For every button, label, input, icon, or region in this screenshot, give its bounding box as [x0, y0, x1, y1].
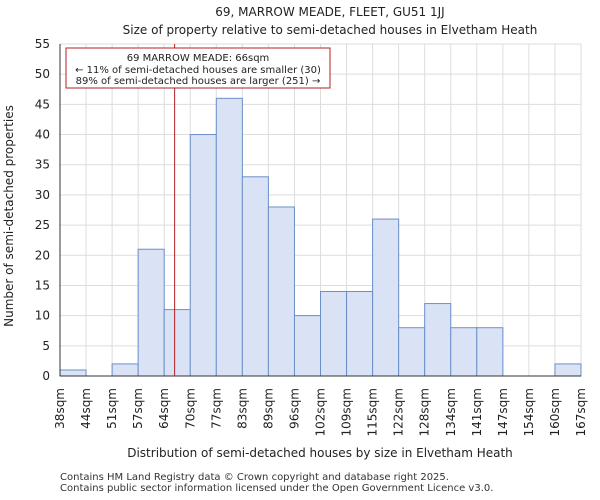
footer: Contains HM Land Registry data © Crown c… — [60, 472, 493, 494]
x-tick-label: 115sqm — [366, 388, 380, 436]
y-tick-labels: 0 5 10 15 20 25 30 35 40 45 50 55 — [35, 37, 50, 383]
annotation-text: ← 11% of semi-detached houses are smalle… — [75, 65, 321, 76]
histogram-bar — [476, 327, 504, 377]
histogram-bar — [424, 303, 452, 377]
y-tick-label: 30 — [35, 188, 50, 202]
y-tick-label: 15 — [35, 278, 50, 292]
y-tick-label: 55 — [35, 37, 50, 51]
y-tick-label: 5 — [42, 339, 50, 353]
x-tick-label: 134sqm — [444, 388, 458, 436]
x-tick-label: 77sqm — [209, 388, 223, 429]
x-tick-labels: 38sqm 44sqm 51sqm 57sqm 64sqm 70sqm 77sqm 83sqm… — [53, 388, 588, 436]
footer-line-2: Contains public sector information licen… — [60, 483, 494, 494]
x-tick-label: 102sqm — [314, 388, 328, 436]
x-tick-label: 167sqm — [574, 388, 588, 436]
y-tick-label: 45 — [35, 97, 50, 111]
y-tick-label: 40 — [35, 128, 50, 142]
x-axis-label: Distribution of semi-detached houses by … — [127, 446, 513, 460]
histogram-bar — [137, 248, 165, 377]
chart-title: 69, MARROW MEADE, FLEET, GU51 1JJ — [215, 5, 444, 19]
x-tick-label: 109sqm — [340, 388, 354, 436]
annotation-text: 89% of semi-detached houses are larger (… — [76, 76, 321, 87]
y-axis-label: Number of semi-detached properties — [2, 105, 16, 327]
y-tick-label: 20 — [35, 248, 50, 262]
y-tick-label: 10 — [35, 309, 50, 323]
x-tick-label: 96sqm — [287, 388, 301, 429]
footer-line-1: Contains HM Land Registry data © Crown c… — [60, 472, 449, 483]
histogram-bar — [59, 369, 87, 377]
histogram-bar — [293, 315, 322, 377]
histogram-bar — [398, 327, 426, 377]
histogram-bar — [215, 97, 243, 377]
x-tick-label: 147sqm — [496, 388, 510, 436]
bars — [59, 97, 582, 377]
histogram-bar — [320, 290, 348, 377]
x-tick-label: 141sqm — [470, 388, 484, 436]
x-tick-label: 51sqm — [105, 388, 119, 429]
histogram-bar — [267, 206, 295, 377]
histogram-bar — [554, 363, 582, 377]
y-tick-label: 50 — [35, 67, 50, 81]
x-tick-label: 70sqm — [183, 388, 197, 429]
y-tick-label: 0 — [42, 369, 50, 383]
x-tick-label: 44sqm — [79, 388, 93, 429]
histogram-bar — [450, 327, 478, 377]
histogram-bar — [372, 218, 400, 377]
y-tick-label: 25 — [35, 218, 50, 232]
x-tick-label: 160sqm — [548, 388, 562, 436]
histogram-bar — [111, 363, 139, 377]
x-tick-label: 64sqm — [157, 388, 171, 429]
x-tick-label: 89sqm — [261, 388, 275, 429]
x-tick-label: 57sqm — [131, 388, 145, 429]
x-tick-label: 38sqm — [53, 388, 67, 429]
x-tick-label: 154sqm — [522, 388, 536, 436]
axes — [59, 44, 581, 377]
histogram-bar — [346, 290, 374, 377]
x-tick-label: 122sqm — [392, 388, 406, 436]
property-marker: 69 MARROW MEADE: 66sqm← 11% of semi-deta… — [65, 44, 331, 376]
x-tick-label: 83sqm — [235, 388, 249, 429]
histogram-bar — [241, 176, 269, 377]
y-tick-label: 35 — [35, 158, 50, 172]
x-tick-label: 128sqm — [418, 388, 432, 436]
annotation-box — [65, 47, 331, 89]
annotation-text: 69 MARROW MEADE: 66sqm — [127, 53, 270, 64]
histogram-bar — [189, 134, 217, 377]
histogram-bar — [163, 309, 191, 377]
chart-subtitle: Size of property relative to semi-detach… — [123, 23, 538, 37]
